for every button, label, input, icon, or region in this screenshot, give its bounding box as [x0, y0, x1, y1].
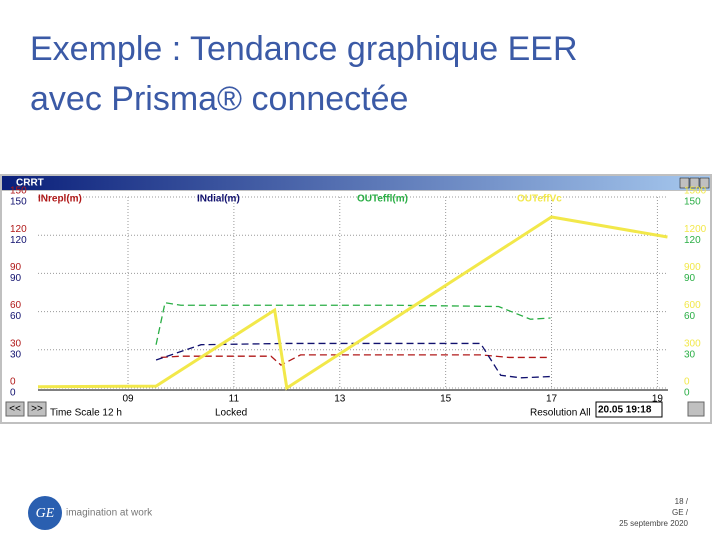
title-bar — [2, 176, 710, 190]
y-tick-label-right: 150 — [684, 197, 701, 208]
window-title: CRRT — [16, 178, 44, 189]
resolution: Resolution All — [530, 408, 591, 419]
y-tick-label: 90 — [10, 273, 22, 284]
x-tick-label: 17 — [546, 394, 558, 405]
status: Locked — [215, 408, 247, 419]
y-tick-label-right: 30 — [684, 349, 696, 360]
y-tick-label: 30 — [10, 349, 22, 360]
series-line — [155, 301, 551, 345]
y-tick-label: 0 — [10, 377, 16, 388]
x-tick-label: 09 — [122, 394, 134, 405]
legend-label: INdial(m) — [197, 194, 240, 205]
series-line — [37, 215, 668, 391]
x-tick-label: 19 — [652, 394, 664, 405]
series-line — [155, 342, 551, 379]
timestamp: 20.05 19:18 — [598, 405, 652, 416]
y-tick-label: 120 — [10, 235, 27, 246]
scroll-button[interactable] — [687, 401, 705, 417]
close-button[interactable] — [699, 177, 710, 189]
page-number: 18 / — [675, 497, 689, 506]
timestamp-box — [595, 401, 663, 418]
series-line — [160, 354, 551, 366]
y2-tick-label: 900 — [684, 262, 701, 273]
y2-tick-label: 300 — [684, 338, 701, 349]
max-button[interactable] — [689, 177, 700, 189]
forward-button[interactable] — [27, 401, 47, 417]
y2-tick-label: 600 — [684, 300, 701, 311]
date: 25 septembre 2020 — [619, 519, 688, 528]
slide-title: Exemple : Tendance graphique EER — [30, 30, 578, 68]
x-tick-label: 13 — [334, 394, 346, 405]
forward-label: >> — [31, 404, 43, 415]
y-tick-label-right: 90 — [684, 273, 696, 284]
y-tick-label-right: 0 — [684, 388, 690, 399]
back-label: << — [9, 404, 21, 415]
legend-label: OUTeffVc — [517, 194, 562, 205]
x-tick-label: 11 — [229, 394, 240, 405]
y2-tick-label: 0 — [684, 377, 690, 388]
ge-logo — [28, 496, 62, 530]
legend-label: OUTeffl(m) — [357, 194, 408, 205]
y-tick-label: 0 — [10, 388, 16, 399]
x-tick-label: 15 — [440, 394, 452, 405]
back-button[interactable] — [5, 401, 25, 417]
y-tick-label: 120 — [10, 224, 27, 235]
y-tick-label: 60 — [10, 311, 22, 322]
y-tick-label: 60 — [10, 300, 22, 311]
y-tick-label: 150 — [10, 186, 27, 197]
ge-logo-text: GE — [36, 506, 55, 521]
slide-title: avec Prisma® connectée — [30, 80, 409, 118]
time-scale: Time Scale 12 h — [50, 408, 122, 419]
y-tick-label: 30 — [10, 338, 22, 349]
min-button[interactable] — [679, 177, 690, 189]
y-tick-label: 150 — [10, 197, 27, 208]
y2-tick-label: 1500 — [684, 186, 707, 197]
company: GE / — [672, 508, 689, 517]
y2-tick-label: 1200 — [684, 224, 707, 235]
y-tick-label-right: 60 — [684, 311, 696, 322]
brand: imagination at work — [66, 508, 153, 519]
chart-area — [2, 191, 710, 422]
legend-label: INrepl(m) — [38, 194, 82, 205]
y-tick-label-right: 120 — [684, 235, 701, 246]
y-tick-label: 90 — [10, 262, 22, 273]
